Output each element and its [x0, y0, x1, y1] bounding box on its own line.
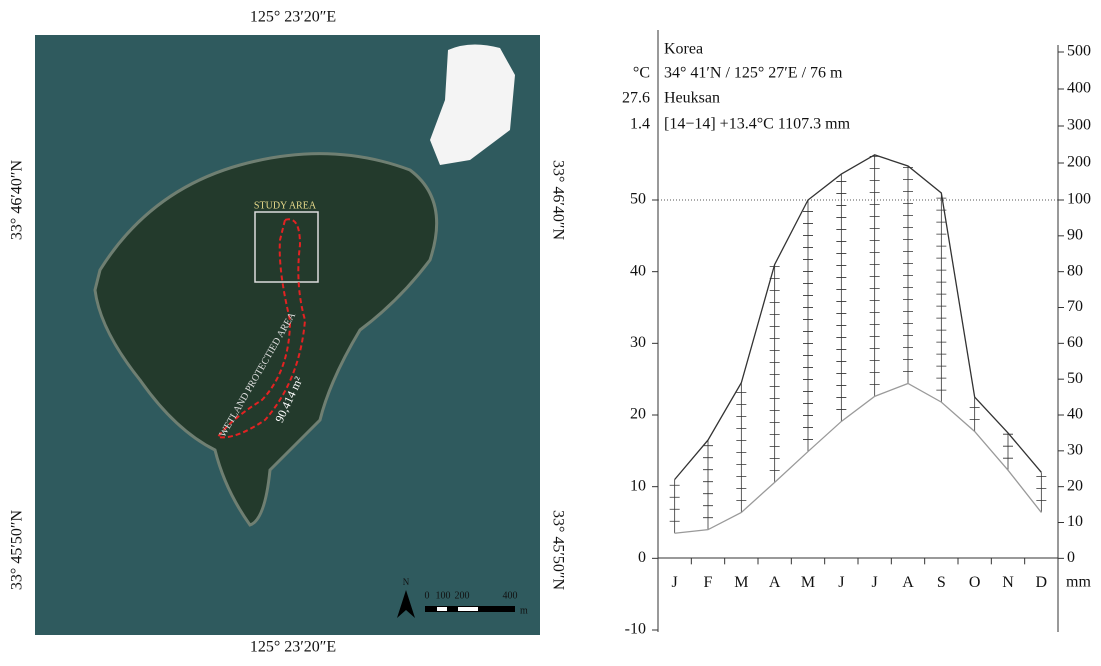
y2-tick-label: 200 — [1067, 154, 1091, 171]
y2-tick-label: 10 — [1067, 513, 1083, 530]
scale-label: 200 — [455, 590, 470, 601]
y2-tick-label: 60 — [1067, 334, 1083, 351]
y2-tick-label: 20 — [1067, 477, 1083, 494]
x-tick-label: N — [1002, 574, 1014, 591]
humid-hatch — [869, 154, 880, 397]
x-tick-label: F — [704, 574, 713, 591]
y2-tick-label: 50 — [1067, 370, 1083, 387]
study-area-box — [254, 211, 319, 283]
y2-tick-label: 500 — [1067, 43, 1091, 60]
longitude-label: 125° 23′20″E — [250, 639, 336, 656]
scale-label: 400 — [503, 590, 518, 601]
min-temp: 1.4 — [630, 116, 650, 133]
x-tick-label: M — [801, 574, 815, 591]
y2-tick-label: 400 — [1067, 80, 1091, 97]
y-tick-label: 20 — [630, 406, 646, 423]
x-tick-label: O — [969, 574, 981, 591]
humid-hatch — [1003, 432, 1013, 471]
y2-tick-label: 40 — [1067, 406, 1083, 423]
humid-hatch — [703, 440, 713, 530]
latitude-label: 33° 45′50″N — [9, 510, 26, 591]
scale-bar-segment — [458, 607, 478, 611]
latitude-label: 33° 45′50″N — [549, 510, 566, 591]
y2-tick-label: 30 — [1067, 442, 1083, 459]
climate-diagram: Korea 34° 41′N / 125° 27′E / 76 m Heuksa… — [622, 30, 1091, 638]
north-arrow — [397, 590, 415, 618]
humid-hatch — [1036, 472, 1047, 513]
map: STUDY AREA WETLAND PROTECTIED AREA 90,41… — [9, 9, 567, 656]
x-tick-label: M — [734, 574, 748, 591]
scale-label: 100 — [436, 590, 451, 601]
scale-label: 0 — [425, 590, 430, 601]
humid-hatch — [669, 479, 680, 534]
island — [93, 152, 439, 527]
y-unit: °C — [633, 65, 650, 82]
humid-hatch — [903, 165, 913, 384]
country: Korea — [664, 41, 703, 58]
humid-hatch — [803, 200, 813, 452]
study-area-label: STUDY AREA — [254, 200, 317, 211]
humid-hatch — [769, 264, 780, 483]
x-tick-label: A — [769, 574, 781, 591]
humid-hatch — [736, 382, 747, 513]
precipitation-line — [674, 154, 1042, 480]
y2-tick-label: 300 — [1067, 117, 1091, 134]
latitude-label: 33° 46′40″N — [549, 160, 566, 241]
temperature-line — [674, 382, 1042, 534]
summary: [14−14] +13.4°C 1107.3 mm — [664, 116, 851, 133]
y2-tick-label: 0 — [1067, 549, 1075, 566]
y-tick-label: 30 — [630, 334, 646, 351]
y-tick-label: -10 — [625, 621, 646, 638]
location: 34° 41′N / 125° 27′E / 76 m — [664, 65, 843, 82]
longitude-label: 125° 23′20″E — [250, 9, 336, 26]
mainland — [430, 44, 515, 165]
humid-hatch — [969, 397, 980, 432]
humid-hatch — [936, 192, 947, 403]
y-tick-label: 50 — [630, 191, 646, 208]
y2-tick-label: 70 — [1067, 298, 1083, 315]
y-tick-label: 10 — [630, 477, 646, 494]
north-label: N — [403, 577, 410, 587]
scale-unit: m — [520, 605, 528, 616]
humid-hatch — [836, 174, 847, 422]
station: Heuksan — [664, 90, 720, 107]
latitude-label: 33° 46′40″N — [9, 160, 26, 241]
x-tick-label: J — [838, 574, 844, 591]
max-temp: 27.6 — [622, 90, 650, 107]
y2-tick-label: 90 — [1067, 227, 1083, 244]
y2-unit: mm — [1066, 574, 1091, 591]
scale-bar-segment — [437, 607, 447, 611]
x-tick-label: J — [672, 574, 678, 591]
x-tick-label: S — [937, 574, 946, 591]
y-tick-label: 0 — [638, 549, 646, 566]
x-tick-label: A — [902, 574, 914, 591]
x-tick-label: D — [1036, 574, 1048, 591]
y2-tick-label: 80 — [1067, 262, 1083, 279]
x-tick-label: J — [872, 574, 878, 591]
y2-tick-label: 100 — [1067, 191, 1091, 208]
y-tick-label: 40 — [630, 262, 646, 279]
